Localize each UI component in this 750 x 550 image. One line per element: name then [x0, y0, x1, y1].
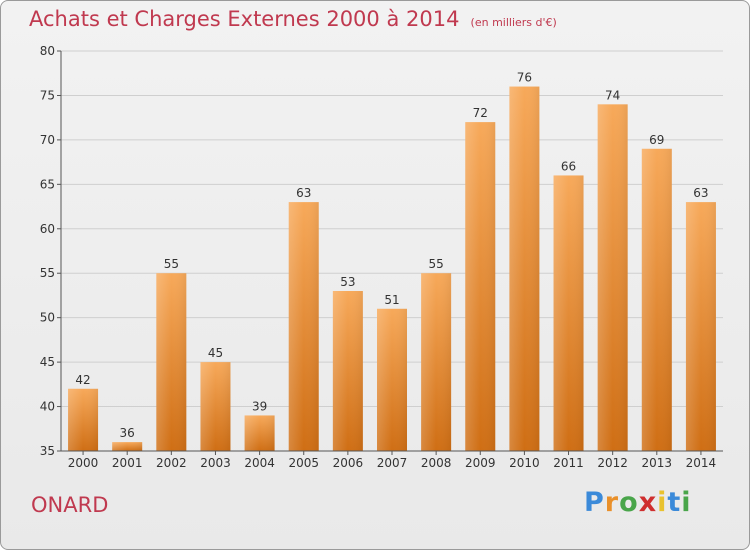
chart-title: Achats et Charges Externes 2000 à 2014: [29, 7, 460, 31]
y-tick-label: 35: [40, 444, 55, 458]
data-label: 51: [384, 293, 399, 307]
bar-highlight: [200, 362, 231, 451]
bar-highlight: [597, 104, 628, 451]
data-label: 66: [561, 159, 576, 173]
data-label: 45: [208, 346, 223, 360]
x-tick-label: 2007: [377, 456, 408, 470]
x-tick-label: 2005: [288, 456, 319, 470]
x-tick-label: 2004: [244, 456, 275, 470]
bar-highlight: [685, 202, 716, 451]
x-tick-label: 2008: [421, 456, 452, 470]
data-label: 36: [120, 426, 135, 440]
x-tick-label: 2011: [553, 456, 584, 470]
y-tick-label: 65: [40, 177, 55, 191]
bar-highlight: [332, 291, 363, 451]
data-label: 63: [693, 186, 708, 200]
bar-highlight: [641, 148, 672, 451]
bar-highlight: [377, 308, 407, 451]
data-label: 53: [340, 275, 355, 289]
x-tick-label: 2003: [200, 456, 231, 470]
y-tick-label: 75: [40, 88, 55, 102]
chart-title-block: Achats et Charges Externes 2000 à 2014 (…: [29, 7, 557, 31]
x-tick-label: 2001: [112, 456, 143, 470]
bar-highlight: [465, 122, 496, 451]
data-label: 69: [649, 133, 664, 147]
city-name: ONARD: [31, 493, 109, 517]
bar-highlight: [68, 388, 99, 451]
data-label: 42: [75, 373, 90, 387]
y-tick-label: 50: [40, 311, 55, 325]
data-label: 39: [252, 399, 267, 413]
y-tick-label: 60: [40, 222, 55, 236]
data-label: 55: [164, 257, 179, 271]
bar-highlight: [156, 273, 187, 451]
y-tick-label: 70: [40, 133, 55, 147]
x-tick-label: 2013: [642, 456, 673, 470]
x-tick-label: 2000: [68, 456, 99, 470]
x-tick-label: 2012: [597, 456, 628, 470]
y-tick-label: 40: [40, 400, 55, 414]
data-label: 72: [473, 106, 488, 120]
x-tick-label: 2009: [465, 456, 496, 470]
data-label: 74: [605, 88, 620, 102]
bar-highlight: [288, 202, 319, 451]
unit-note: (en milliers d'€): [470, 16, 557, 29]
data-label: 76: [517, 71, 532, 85]
x-tick-label: 2006: [333, 456, 364, 470]
x-tick-label: 2014: [686, 456, 717, 470]
bar-highlight: [244, 415, 275, 451]
x-tick-label: 2002: [156, 456, 187, 470]
bar-highlight: [553, 175, 584, 451]
y-tick-label: 55: [40, 266, 55, 280]
bar-chart: 42 36 55 45 39 63 53 51 55 72 76 66 74 69 63 35 40 45 50 5…: [40, 44, 723, 470]
proxiti-logo[interactable]: Proxiti: [584, 487, 692, 518]
x-tick-label: 2010: [509, 456, 540, 470]
bar-highlight: [509, 86, 540, 452]
data-label: 55: [428, 257, 443, 271]
data-label: 63: [296, 186, 311, 200]
y-tick-label: 80: [40, 44, 55, 58]
bar-highlight: [112, 442, 143, 451]
y-tick-label: 45: [40, 355, 55, 369]
bar-highlight: [421, 273, 452, 451]
